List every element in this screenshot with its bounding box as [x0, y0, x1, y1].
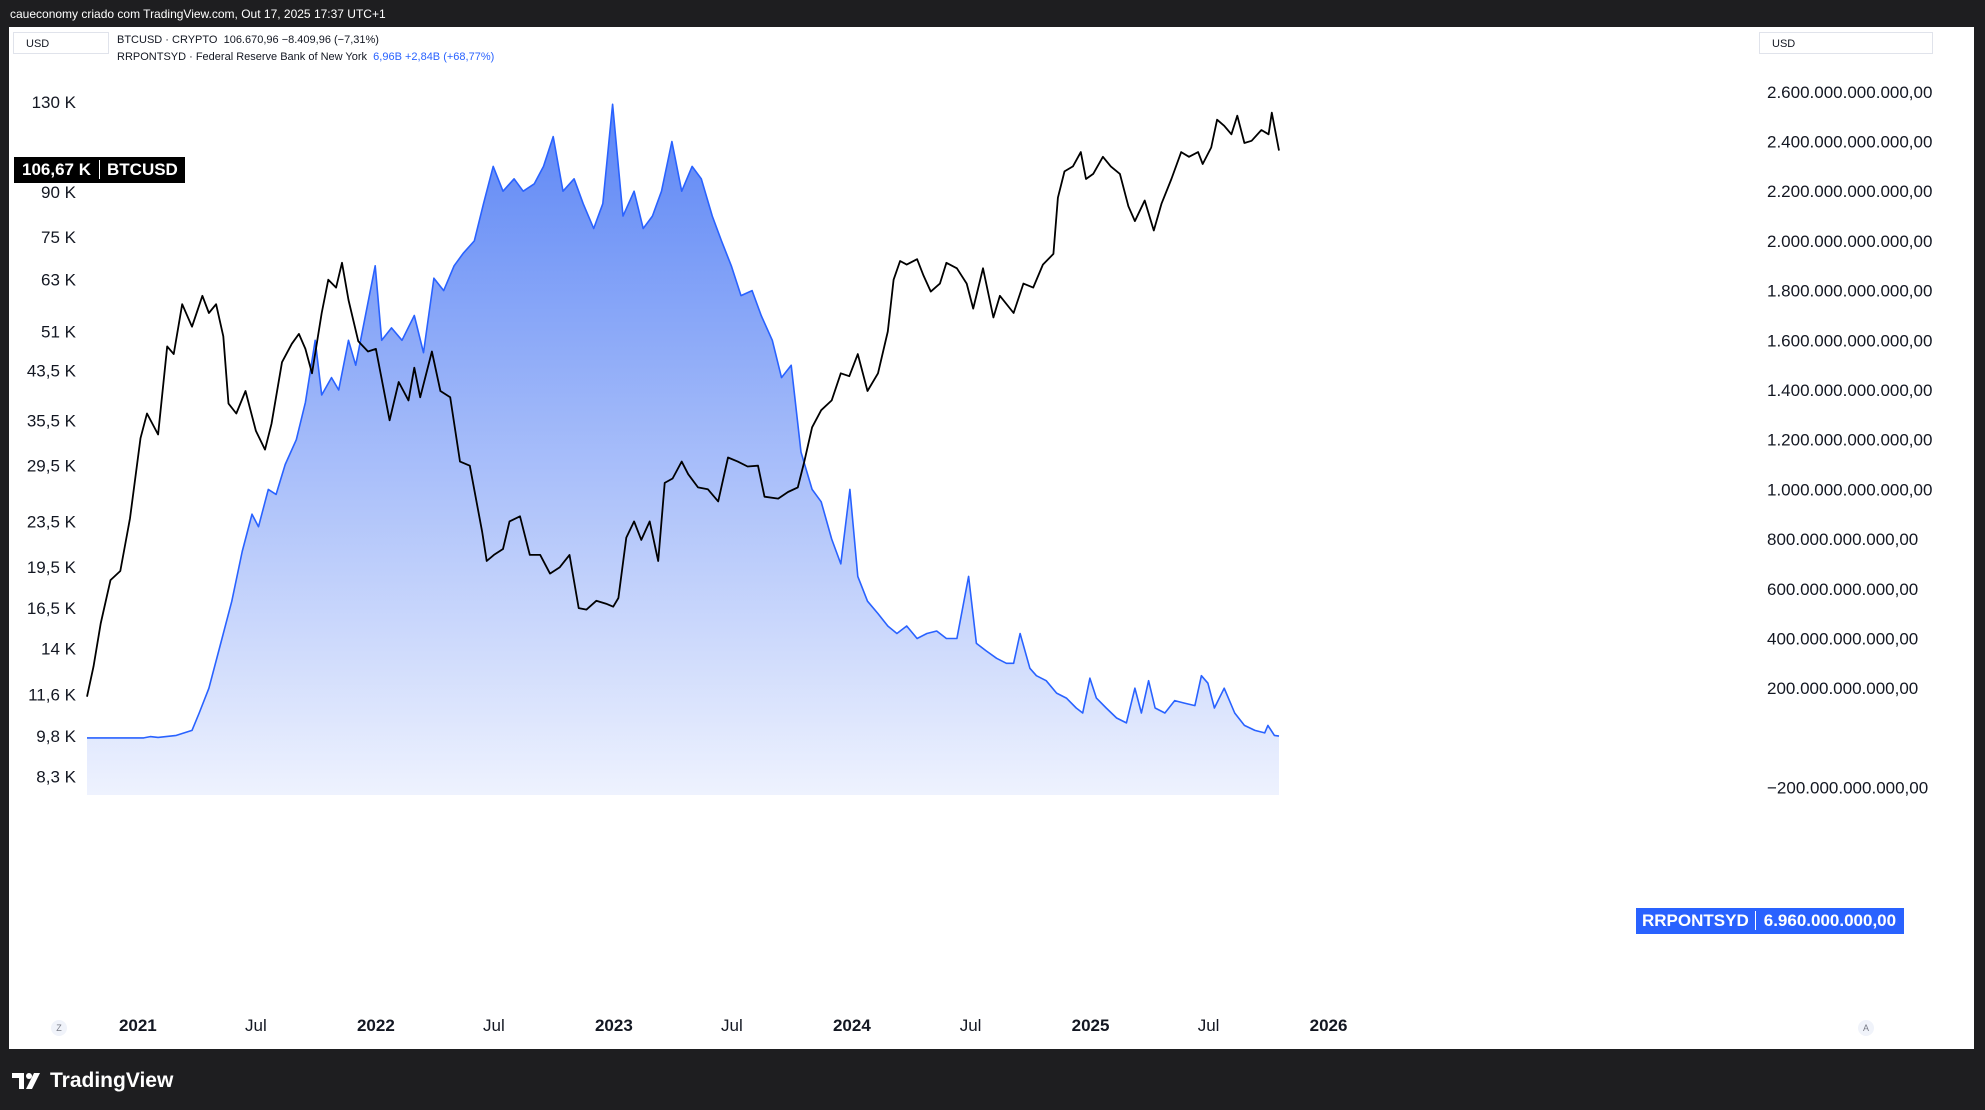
btc-series-line	[86, 111, 1280, 697]
right-axis-tick-label: 2.200.000.000.000,00	[1767, 182, 1932, 201]
right-axis-tick-label: 2.400.000.000.000,00	[1767, 133, 1932, 152]
right-axis-tick-label: 400.000.000.000,00	[1767, 629, 1918, 648]
chart-panel: caueconomy 130 K90 K75 K63 K51 K43,5 K35…	[9, 27, 1974, 1049]
legend-rrp[interactable]: RRPONTSYD · Federal Reserve Bank of New …	[117, 51, 494, 63]
rrp-series-line	[87, 103, 1280, 739]
left-axis-tick-label: 63 K	[41, 271, 77, 290]
right-axis-tick-label: 600.000.000.000,00	[1767, 580, 1918, 599]
time-axis-tick-label: 2026	[1310, 1016, 1348, 1035]
right-axis-tick-label: −200.000.000.000,00	[1767, 779, 1928, 798]
time-axis-tick-label: Jul	[721, 1016, 743, 1035]
left-axis-tick-label: 9,8 K	[36, 727, 76, 746]
btc-price-tag: 106,67 K BTCUSD	[14, 157, 185, 183]
right-axis-tick-label: 200.000.000.000,00	[1767, 679, 1918, 698]
chart-svg[interactable]: caueconomy 130 K90 K75 K63 K51 K43,5 K35…	[9, 27, 1974, 1049]
time-axis-tick-label: 2025	[1072, 1016, 1110, 1035]
log-scale-toggle[interactable]: Z	[51, 1020, 67, 1036]
left-axis-tick-label: 11,6 K	[28, 686, 77, 705]
tradingview-logo-icon	[12, 1073, 40, 1089]
rrp-price-tag: RRPONTSYD 6.960.000.000,00	[1636, 908, 1905, 934]
left-axis-tick-label: 19,5 K	[27, 558, 77, 577]
time-axis-tick-label: Jul	[1198, 1016, 1220, 1035]
left-axis-tick-label: 35,5 K	[27, 411, 77, 430]
tradingview-logo-text: TradingView	[50, 1069, 174, 1092]
time-axis-tick-label: Jul	[483, 1016, 505, 1035]
right-axis-tick-label: 800.000.000.000,00	[1767, 530, 1918, 549]
right-axis-tick-label: 1.200.000.000.000,00	[1767, 431, 1932, 450]
time-axis-tick-label: 2024	[833, 1016, 871, 1035]
auto-scale-toggle[interactable]: A	[1858, 1020, 1874, 1036]
rrp-area-fill	[87, 104, 1279, 796]
time-axis-tick-label: 2021	[119, 1016, 157, 1035]
left-axis-tick-label: 75 K	[41, 228, 77, 247]
footer-bar	[0, 1049, 1985, 1110]
left-axis-tick-label: 51 K	[41, 322, 77, 341]
tradingview-logo[interactable]: TradingView	[12, 1068, 173, 1094]
header-title: caueconomy criado com TradingView.com, O…	[10, 7, 386, 21]
legend-btc[interactable]: BTCUSD · CRYPTO 106.670,96 −8.409,96 (−7…	[117, 34, 379, 46]
legend-rrp-name: RRPONTSYD · Federal Reserve Bank of New …	[117, 51, 368, 63]
right-axis-tick-label: 1.000.000.000.000,00	[1767, 480, 1932, 499]
left-axis-tick-label: 8,3 K	[36, 768, 76, 787]
legend-btc-name: BTCUSD · CRYPTO	[117, 34, 218, 46]
right-scale-currency[interactable]: USD	[1759, 32, 1933, 54]
header-bar: caueconomy criado com TradingView.com, O…	[0, 0, 1985, 27]
left-scale-currency[interactable]: USD	[13, 32, 109, 54]
legend-rrp-values: 6,96B +2,84B (+68,77%)	[373, 51, 495, 63]
left-axis-tick-label: 130 K	[32, 93, 77, 112]
right-axis-tick-label: 1.600.000.000.000,00	[1767, 331, 1932, 350]
left-axis-tick-label: 90 K	[41, 183, 77, 202]
time-axis-tick-label: 2023	[595, 1016, 633, 1035]
left-axis-tick-label: 23,5 K	[27, 512, 77, 531]
left-axis-tick-label: 43,5 K	[27, 361, 77, 380]
rrp-price-symbol: RRPONTSYD	[1642, 911, 1749, 930]
right-axis-tick-label: 1.400.000.000.000,00	[1767, 381, 1932, 400]
right-axis-tick-label: 1.800.000.000.000,00	[1767, 282, 1932, 301]
right-axis-tick-label: 2.600.000.000.000,00	[1767, 83, 1932, 102]
time-axis-tick-label: Jul	[960, 1016, 982, 1035]
rrp-price-value: 6.960.000.000,00	[1754, 911, 1905, 930]
legend-btc-values: 106.670,96 −8.409,96 (−7,31%)	[223, 34, 379, 46]
left-axis-tick-label: 29,5 K	[27, 457, 77, 476]
time-axis-tick-label: Jul	[245, 1016, 267, 1035]
btc-price-symbol: BTCUSD	[99, 160, 185, 179]
time-axis-tick-label: 2022	[357, 1016, 395, 1035]
btc-price-value: 106,67 K	[22, 160, 91, 179]
left-axis-tick-label: 14 K	[41, 639, 77, 658]
left-axis-tick-label: 16,5 K	[27, 599, 77, 618]
right-axis-tick-label: 2.000.000.000.000,00	[1767, 232, 1932, 251]
